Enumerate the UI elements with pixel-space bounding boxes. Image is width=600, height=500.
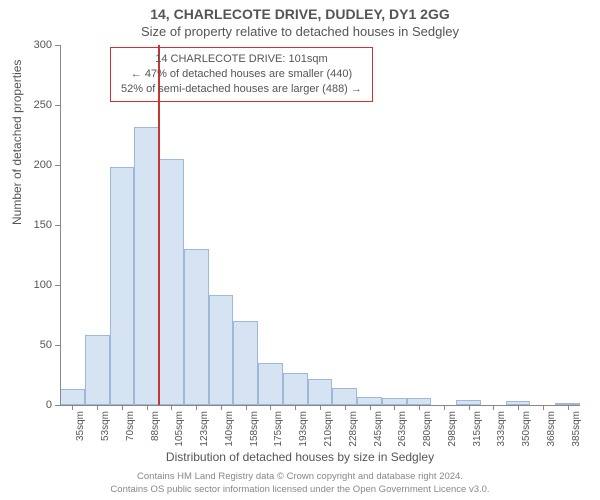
y-tick-label: 100	[12, 279, 52, 291]
y-tick-label: 300	[12, 39, 52, 51]
y-axis-line	[60, 45, 61, 405]
x-axis-line	[60, 405, 580, 406]
y-axis-title: Number of detached properties	[10, 60, 24, 225]
histogram-bar	[110, 167, 135, 405]
histogram-bar	[184, 249, 209, 405]
histogram-bar	[233, 321, 258, 405]
chart-container: 14, CHARLECOTE DRIVE, DUDLEY, DY1 2GG Si…	[0, 0, 600, 500]
y-tick-label: 200	[12, 159, 52, 171]
annotation-line-1: 14 CHARLECOTE DRIVE: 101sqm	[121, 52, 362, 67]
histogram-bar	[332, 388, 357, 405]
page-title: 14, CHARLECOTE DRIVE, DUDLEY, DY1 2GG	[0, 0, 600, 22]
histogram-bar	[60, 389, 85, 405]
histogram-bar	[283, 373, 308, 405]
y-tick-label: 50	[12, 339, 52, 351]
y-tick-label: 250	[12, 99, 52, 111]
histogram-bar	[258, 363, 283, 405]
annotation-box: 14 CHARLECOTE DRIVE: 101sqm ← 47% of det…	[110, 47, 373, 102]
histogram-bar	[407, 398, 432, 405]
annotation-line-2: ← 47% of detached houses are smaller (44…	[121, 67, 362, 82]
histogram-bar	[209, 295, 234, 405]
histogram-bar	[85, 335, 110, 405]
histogram-bar	[357, 397, 382, 405]
y-tick-label: 0	[12, 399, 52, 411]
y-tick-label: 150	[12, 219, 52, 231]
histogram-bar	[134, 127, 159, 405]
annotation-line-3: 52% of semi-detached houses are larger (…	[121, 82, 362, 97]
footer-line-2: Contains OS public sector information li…	[0, 484, 600, 496]
x-axis-title: Distribution of detached houses by size …	[0, 450, 600, 464]
footer-line-1: Contains HM Land Registry data © Crown c…	[0, 471, 600, 483]
histogram-bar	[159, 159, 184, 405]
footer-attribution: Contains HM Land Registry data © Crown c…	[0, 471, 600, 496]
histogram-bar	[382, 398, 407, 405]
histogram-bar	[308, 379, 333, 405]
page-subtitle: Size of property relative to detached ho…	[0, 22, 600, 39]
